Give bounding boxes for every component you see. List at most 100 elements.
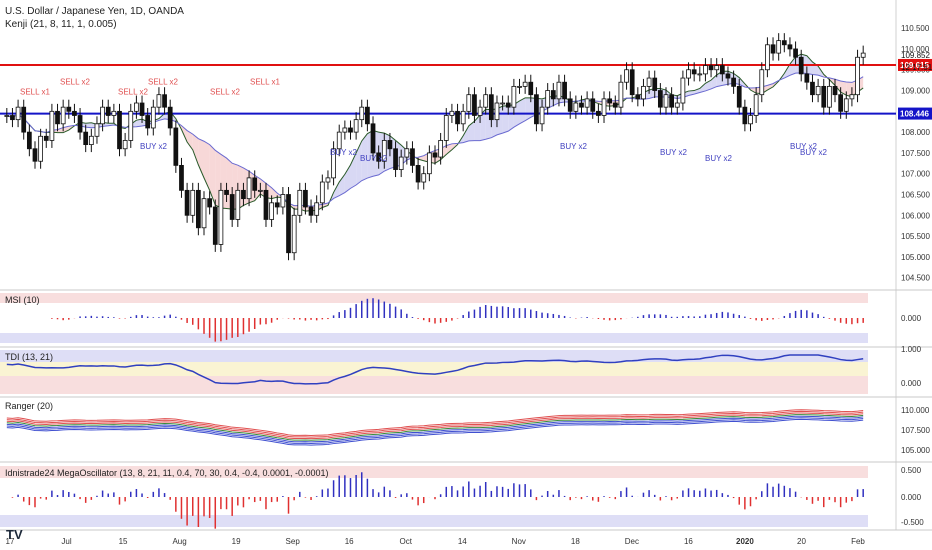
resistance-price-tag-bg <box>898 58 932 71</box>
candle-body <box>353 119 359 133</box>
price-tick-label: 106.500 <box>901 191 930 200</box>
x-axis-label: Jul <box>61 537 71 546</box>
candle-body <box>719 65 725 75</box>
msi-upper-zone <box>0 293 868 303</box>
candle-body <box>843 98 849 112</box>
candle-body <box>4 115 10 117</box>
candle-body <box>449 110 455 116</box>
tdi-mid-zone <box>0 362 868 376</box>
candle-body <box>624 69 629 83</box>
candle-body <box>483 94 489 108</box>
x-axis-label: 17 <box>6 537 15 546</box>
x-axis-label: 18 <box>571 537 580 546</box>
candle-body <box>753 94 759 116</box>
candle-body <box>657 90 663 108</box>
candle-body <box>669 94 674 108</box>
cloud-segment <box>209 144 216 205</box>
candle-body <box>793 48 798 58</box>
candle-body <box>703 65 708 75</box>
resistance-price-tag: 109.615 <box>900 61 929 70</box>
candle-body <box>55 110 60 125</box>
candle-body <box>612 102 618 108</box>
candle-body <box>291 214 297 254</box>
buy-signal-label: BUY x2 <box>140 142 168 151</box>
candle-body <box>184 189 190 216</box>
candle-body <box>410 148 415 166</box>
candle-body <box>77 115 83 133</box>
candle-body <box>94 123 100 137</box>
candle-body <box>66 106 72 112</box>
ranger-lower-band <box>6 415 864 443</box>
candle-body <box>359 106 365 121</box>
candle-body <box>308 206 314 216</box>
cloud-segment <box>508 104 514 132</box>
candle-body <box>398 156 404 170</box>
x-axis-label: 14 <box>458 537 467 546</box>
candle-body <box>10 115 15 121</box>
candle-body <box>117 110 122 150</box>
candle-body <box>573 102 579 112</box>
cloud-segment <box>85 122 92 128</box>
candle-body <box>798 56 804 75</box>
candle-body <box>83 131 89 146</box>
candle-body <box>241 189 246 200</box>
cloud-segment <box>361 133 368 181</box>
candle-body <box>517 85 522 88</box>
candle-body <box>765 44 770 71</box>
cloud-segment <box>784 64 790 79</box>
cloud-segment <box>356 140 362 186</box>
candle-body <box>38 135 43 162</box>
buy-signal-label: BUY x2 <box>800 148 828 157</box>
candle-body <box>145 115 151 129</box>
price-tick-label: 106.000 <box>901 211 930 220</box>
candle-body <box>15 106 21 121</box>
buy-signal-label: BUY x2 <box>660 148 688 157</box>
candle-body <box>190 189 196 216</box>
candle-body <box>849 94 855 100</box>
price-tick-label: 108.000 <box>901 128 930 137</box>
candle-body <box>562 81 567 100</box>
candle-body <box>207 198 213 208</box>
ranger-lower-band <box>6 417 864 444</box>
candle-body <box>821 85 827 108</box>
candle-body <box>556 81 562 100</box>
candle-body <box>60 106 66 125</box>
candle-body <box>522 81 528 87</box>
price-tick-label: 110.500 <box>901 24 930 33</box>
tdi-title: TDI (13, 21) <box>5 352 54 362</box>
candle-body <box>432 152 438 158</box>
ranger-upper-band <box>6 409 864 436</box>
candle-body <box>381 140 387 162</box>
tradingview-logo: TV <box>6 527 23 542</box>
x-axis-label: Nov <box>512 537 526 546</box>
cloud-segment <box>716 71 723 87</box>
buy-signal-label: BUY x2 <box>790 142 818 151</box>
cloud-segment <box>57 127 64 133</box>
ranger-upper-band <box>6 412 864 440</box>
candle-body <box>776 40 782 54</box>
candle-body <box>652 77 658 91</box>
candle-body <box>376 152 382 162</box>
cloud-segment <box>649 88 655 99</box>
candle-body <box>500 102 505 105</box>
sell-signal-label: SELL x2 <box>118 88 148 97</box>
candle-body <box>387 140 393 150</box>
x-axis-label: 15 <box>119 537 128 546</box>
candle-body <box>26 131 32 150</box>
x-axis-label: Oct <box>400 537 413 546</box>
buy-signal-label: BUY x2 <box>705 154 733 163</box>
candle-body <box>21 106 27 133</box>
candle-body <box>314 202 320 216</box>
candle-body <box>714 65 720 71</box>
candle-body <box>246 177 252 200</box>
candle-body <box>224 189 229 195</box>
candle-body <box>128 110 134 141</box>
candle-body <box>742 106 748 125</box>
cloud-segment <box>339 174 345 196</box>
tdi-tick-label: 1.000 <box>901 345 922 354</box>
symbol-title: U.S. Dollar / Japanese Yen, 1D, OANDA <box>5 6 184 17</box>
candle-body <box>725 73 731 79</box>
candle-body <box>156 94 162 108</box>
candle-body <box>855 56 860 96</box>
candle-body <box>303 189 308 208</box>
